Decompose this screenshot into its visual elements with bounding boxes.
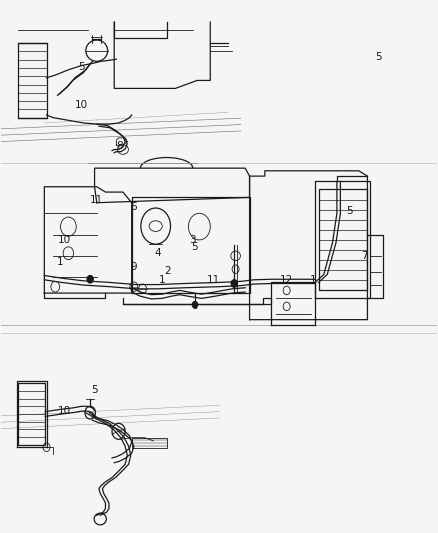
Text: 11: 11	[90, 195, 103, 205]
Text: 1: 1	[159, 275, 166, 285]
Text: 7: 7	[360, 251, 367, 261]
Text: 11: 11	[207, 275, 220, 285]
Bar	[319, 189, 367, 290]
Text: 5: 5	[375, 52, 381, 61]
Text: 2: 2	[164, 266, 171, 276]
Text: 10: 10	[57, 235, 71, 245]
Text: 10: 10	[57, 406, 71, 416]
Text: 5: 5	[192, 243, 198, 252]
Text: 1: 1	[310, 275, 316, 285]
Text: 6: 6	[131, 202, 137, 212]
Text: 3: 3	[190, 235, 196, 245]
Text: 12: 12	[280, 275, 293, 285]
Bar	[18, 43, 46, 118]
Circle shape	[87, 276, 93, 283]
Text: 4: 4	[155, 248, 161, 258]
Text: 8: 8	[116, 141, 123, 151]
Circle shape	[192, 302, 198, 308]
Text: 5: 5	[346, 206, 353, 216]
Bar	[18, 383, 45, 445]
Circle shape	[231, 280, 237, 287]
Text: 5: 5	[78, 62, 85, 71]
Text: 1: 1	[57, 257, 63, 267]
Text: 10: 10	[75, 100, 88, 110]
Text: 9: 9	[131, 262, 137, 271]
Text: 5: 5	[91, 385, 98, 395]
